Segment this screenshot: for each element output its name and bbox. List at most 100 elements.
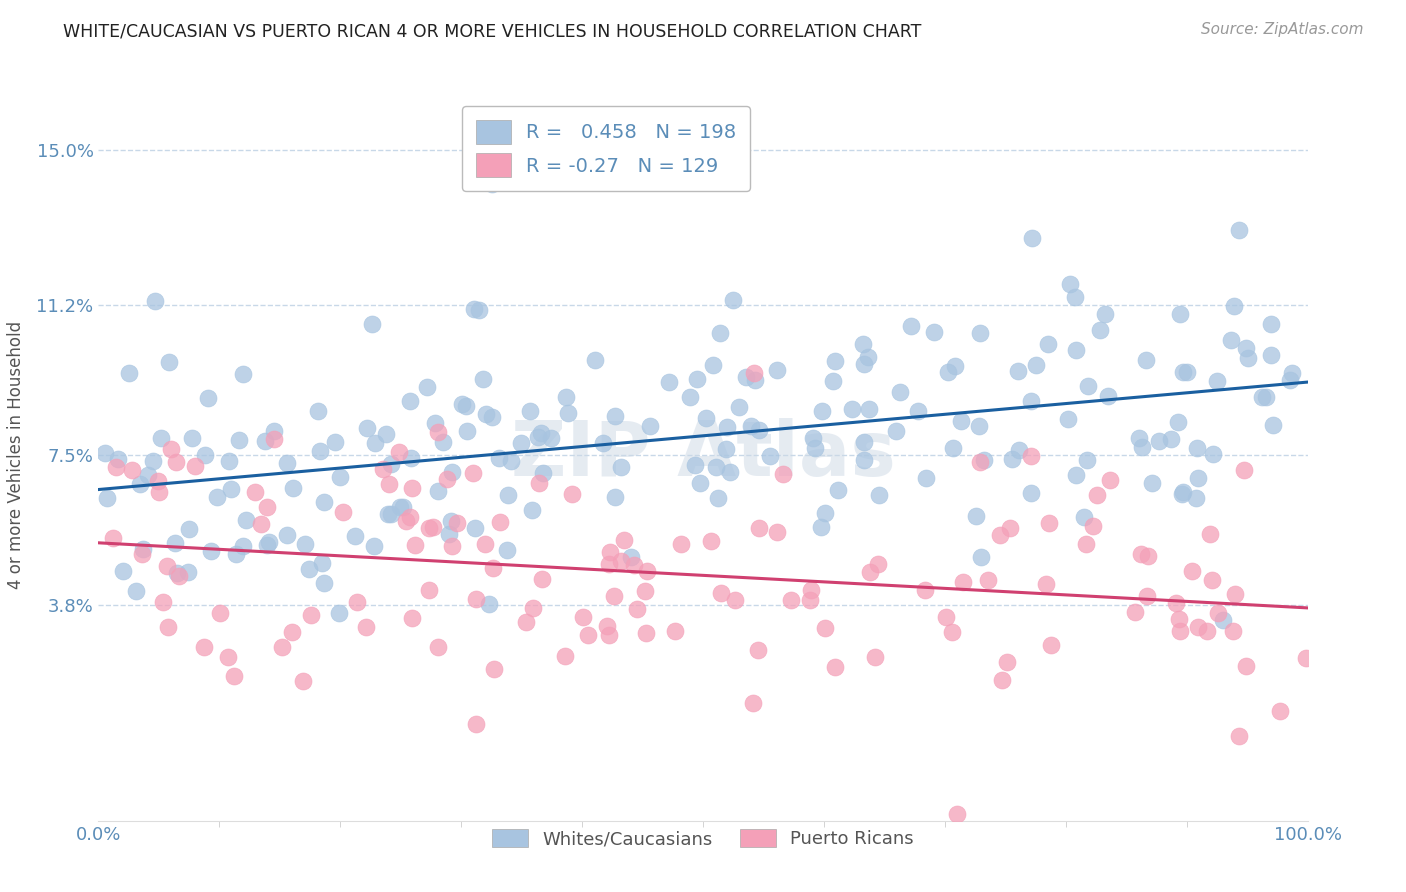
Point — [1185, 442, 1208, 456]
Point — [474, 537, 496, 551]
Point — [990, 673, 1012, 687]
Point — [679, 391, 702, 405]
Point — [298, 562, 321, 576]
Point — [232, 367, 254, 381]
Point — [463, 302, 485, 317]
Point — [727, 400, 749, 414]
Point — [1064, 343, 1087, 357]
Point — [312, 495, 335, 509]
Point — [132, 542, 155, 557]
Point — [827, 483, 849, 498]
Point — [1173, 484, 1195, 499]
Point — [183, 459, 205, 474]
Point — [853, 357, 876, 371]
Point — [1254, 390, 1277, 404]
Point — [520, 503, 543, 517]
Point — [136, 468, 159, 483]
Point — [142, 454, 165, 468]
Text: WHITE/CAUCASIAN VS PUERTO RICAN 4 OR MORE VEHICLES IN HOUSEHOLD CORRELATION CHAR: WHITE/CAUCASIAN VS PUERTO RICAN 4 OR MOR… — [63, 22, 922, 40]
Point — [344, 529, 367, 543]
Point — [263, 425, 285, 439]
Point — [1064, 468, 1087, 483]
Point — [1057, 412, 1080, 426]
Point — [378, 477, 401, 491]
Point — [276, 456, 298, 470]
Point — [1128, 431, 1150, 445]
Point — [427, 483, 450, 498]
Point — [1130, 440, 1153, 454]
Point — [1090, 323, 1112, 337]
Point — [1136, 549, 1159, 563]
Point — [456, 424, 478, 438]
Point — [146, 474, 169, 488]
Point — [401, 451, 423, 466]
Point — [166, 566, 188, 580]
Point — [995, 656, 1018, 670]
Point — [143, 294, 166, 309]
Point — [636, 565, 658, 579]
Point — [1251, 390, 1274, 404]
Point — [620, 550, 643, 565]
Point — [371, 461, 394, 475]
Point — [1094, 307, 1116, 321]
Point — [441, 539, 464, 553]
Point — [439, 514, 461, 528]
Point — [596, 619, 619, 633]
Point — [309, 443, 332, 458]
Point — [1187, 471, 1209, 485]
Y-axis label: 4 or more Vehicles in Household: 4 or more Vehicles in Household — [7, 321, 25, 589]
Point — [907, 403, 929, 417]
Point — [1008, 442, 1031, 457]
Point — [1227, 729, 1250, 743]
Point — [967, 418, 990, 433]
Point — [498, 488, 520, 502]
Point — [900, 319, 922, 334]
Point — [156, 558, 179, 573]
Point — [1197, 624, 1219, 638]
Point — [531, 572, 554, 586]
Point — [177, 522, 200, 536]
Point — [165, 455, 187, 469]
Point — [799, 592, 821, 607]
Point — [935, 609, 957, 624]
Point — [714, 442, 737, 456]
Point — [758, 450, 780, 464]
Point — [744, 373, 766, 387]
Point — [395, 514, 418, 528]
Point — [1001, 452, 1024, 467]
Point — [364, 435, 387, 450]
Point — [129, 476, 152, 491]
Point — [868, 487, 890, 501]
Point — [1083, 519, 1105, 533]
Point — [853, 434, 876, 449]
Point — [465, 592, 488, 607]
Point — [1223, 587, 1246, 601]
Point — [1205, 374, 1227, 388]
Point — [821, 375, 844, 389]
Point — [488, 515, 510, 529]
Point — [540, 431, 562, 445]
Point — [243, 484, 266, 499]
Point — [1237, 351, 1260, 365]
Point — [332, 505, 354, 519]
Point — [156, 620, 179, 634]
Point — [253, 434, 276, 448]
Point — [467, 303, 489, 318]
Point — [1260, 317, 1282, 331]
Point — [695, 410, 717, 425]
Point — [700, 534, 723, 549]
Point — [988, 528, 1011, 542]
Point — [852, 337, 875, 351]
Point — [555, 391, 578, 405]
Point — [475, 407, 498, 421]
Point — [803, 441, 825, 455]
Legend: Whites/Caucasians, Puerto Ricans: Whites/Caucasians, Puerto Ricans — [485, 822, 921, 855]
Point — [527, 430, 550, 444]
Point — [592, 435, 614, 450]
Point — [478, 597, 501, 611]
Point — [557, 406, 579, 420]
Point — [256, 538, 278, 552]
Point — [515, 615, 537, 629]
Point — [363, 539, 385, 553]
Point — [685, 458, 707, 473]
